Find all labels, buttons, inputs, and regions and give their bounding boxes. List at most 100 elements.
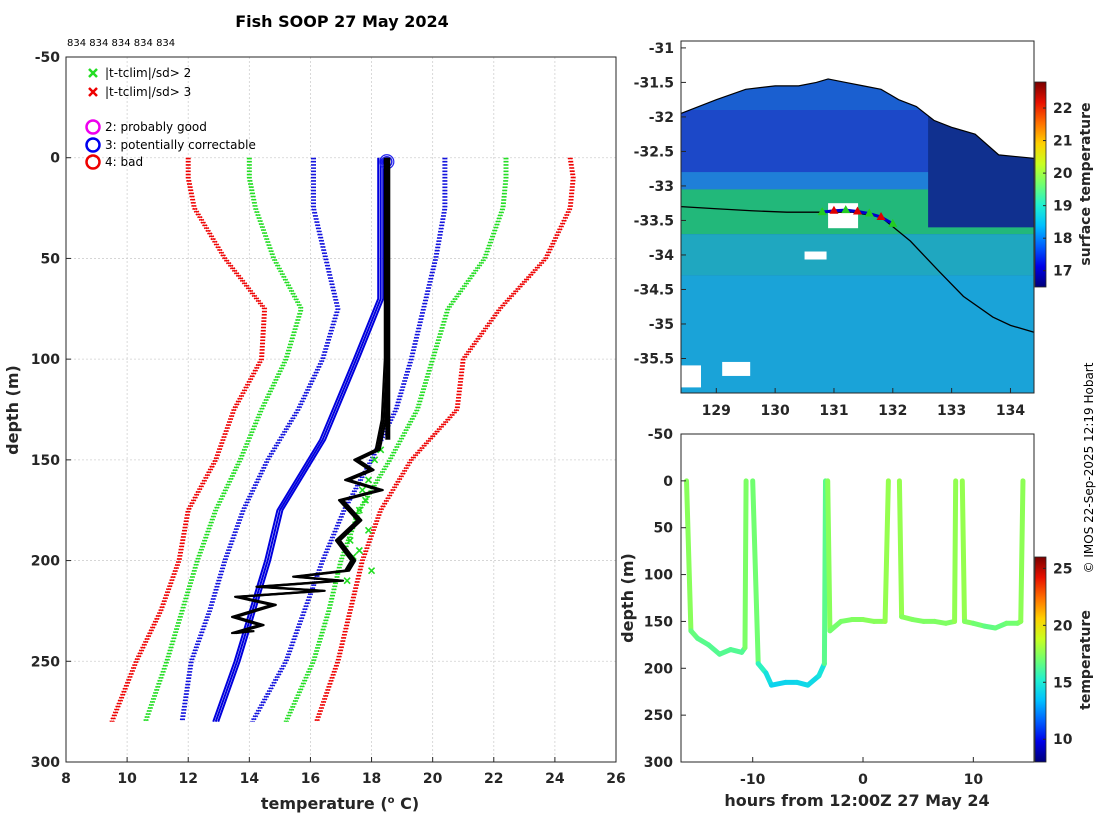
cloud-patch [681, 365, 701, 388]
ts-colorbar-tick-label: 10 [1053, 732, 1073, 748]
track-marker [876, 212, 886, 220]
ts-segment [952, 478, 959, 624]
timeseries-area [681, 434, 1034, 762]
climatology-line [112, 157, 268, 723]
x-tick-label: 24 [545, 771, 565, 787]
landmass [681, 41, 1034, 159]
y-tick-label: 200 [31, 554, 60, 570]
legend-qc-4-label: 4: bad [105, 155, 143, 169]
x-tick-label: 8 [61, 771, 71, 787]
flag-marker [355, 546, 363, 555]
ts-y-tick-label: 200 [644, 661, 673, 677]
ts-colorbar-tick-label: 15 [1053, 675, 1072, 691]
legend-qc-2: 2: probably good [85, 119, 207, 135]
map-colorbar-tick-label: 21 [1053, 134, 1072, 150]
climatology-line [142, 157, 301, 723]
climatology-line [182, 157, 341, 722]
flag-marker [361, 496, 370, 504]
x-tick-label: 26 [606, 771, 625, 787]
profile-ids: 834 834 834 834 834 [67, 38, 175, 49]
track-marker [829, 205, 839, 214]
cloud-patch [722, 361, 751, 376]
climatology-line [179, 157, 338, 722]
ts-y-tick-label: 250 [644, 708, 673, 724]
map-plot: 129 130 131 132 133 134 -31 -31.5 -32 -32.5 -33 -33… [634, 40, 1094, 419]
map-y-tick-label: -31.5 [634, 75, 674, 91]
ts-segment [1018, 478, 1026, 624]
cloud-patch [804, 251, 827, 260]
chart-title: Fish SOOP 27 May 2024 [235, 12, 449, 31]
map-colorbar-label: surface temperature [1078, 102, 1094, 265]
map-x-tick-label: 132 [878, 403, 907, 419]
map-x-tick-label: 131 [819, 403, 848, 419]
map-y-tick-label: -32 [649, 110, 674, 126]
map-x-tick-label: 133 [937, 403, 966, 419]
ts-segment [750, 478, 761, 667]
map-y-tick-label: -33.5 [634, 213, 674, 229]
climatology-line [285, 157, 507, 723]
climatology-line [181, 157, 339, 722]
climatology-line [283, 157, 506, 723]
credit-text: © IMOS 22-Sep-2025 12:19 Hobart [1082, 362, 1096, 573]
ts-segment [882, 478, 891, 624]
y-tick-label: 150 [31, 453, 60, 469]
profile-legend: |t-tclim|/sd> 2 |t-tclim|/sd> 3 2: proba… [85, 66, 256, 170]
ts-colorbar-bar [1034, 556, 1047, 763]
ts-y-tick-label: 150 [644, 614, 673, 630]
profile-y-axis-label: depth (m) [3, 365, 22, 455]
map-y-tick-label: -35 [649, 317, 674, 333]
legend-flag-2sd: |t-tclim|/sd> 2 [88, 66, 191, 80]
x-tick-label: 10 [117, 771, 137, 787]
flag-marker [355, 506, 363, 514]
map-x-tick-label: 129 [702, 403, 731, 419]
track-marker [841, 205, 851, 214]
x-tick-label: 16 [301, 771, 320, 787]
map-colorbar-tick-label: 19 [1053, 199, 1072, 215]
profile-plot: Fish SOOP 27 May 2024 834 834 834 834 83… [3, 12, 626, 813]
y-tick-label: 300 [31, 755, 60, 771]
map-y-tick-label: -34 [649, 248, 675, 264]
legend-qc-4: 4: bad [85, 154, 143, 170]
legend-flag-3sd-label: |t-tclim|/sd> 3 [105, 85, 191, 99]
flag-marker [343, 577, 351, 585]
ts-y-tick-label: 50 [654, 521, 674, 537]
x-tick-label: 22 [484, 771, 503, 787]
map-colorbar-tick-label: 22 [1053, 101, 1072, 117]
ts-segment [825, 478, 833, 634]
legend-qc-2-label: 2: probably good [105, 120, 207, 134]
x-tick-label: 20 [423, 771, 443, 787]
x-tick-label: 14 [240, 771, 260, 787]
track-marker [817, 207, 827, 216]
y-tick-label: 100 [31, 352, 60, 368]
ts-y-tick-label: 300 [644, 755, 673, 771]
ts-segment [896, 478, 905, 620]
ts-segment [821, 478, 829, 667]
ts-segment [742, 478, 749, 651]
map-colorbar-bar [1034, 81, 1047, 288]
sst-band [681, 234, 1034, 276]
climatology-line [109, 157, 264, 723]
y-tick-label: 50 [41, 251, 61, 267]
cloud-patch [828, 203, 859, 229]
climatology-line [110, 157, 266, 723]
flag-marker [367, 567, 376, 575]
red-x-icon [88, 87, 98, 97]
flag-marker [371, 456, 379, 464]
y-tick-label: 250 [31, 654, 60, 670]
map-colorbar-tick-label: 17 [1053, 264, 1072, 280]
flag-marker [364, 526, 373, 534]
climatology-line [146, 157, 304, 723]
y-tick-label: 0 [50, 151, 60, 167]
ts-segment [684, 478, 694, 634]
legend-flag-3sd: |t-tclim|/sd> 3 [88, 85, 191, 99]
ts-y-tick-label: -50 [648, 427, 674, 443]
green-x-icon [88, 68, 98, 78]
legend-qc-3: 3: potentially correctable [85, 137, 256, 153]
ts-y-tick-label: 0 [663, 474, 673, 490]
ts-x-tick-label: 10 [964, 772, 984, 788]
x-tick-label: 18 [362, 771, 381, 787]
magenta-circle-icon [85, 119, 101, 135]
ts-colorbar-tick-label: 25 [1053, 561, 1072, 577]
profile-x-axis-label: temperature (o C) [261, 794, 419, 813]
